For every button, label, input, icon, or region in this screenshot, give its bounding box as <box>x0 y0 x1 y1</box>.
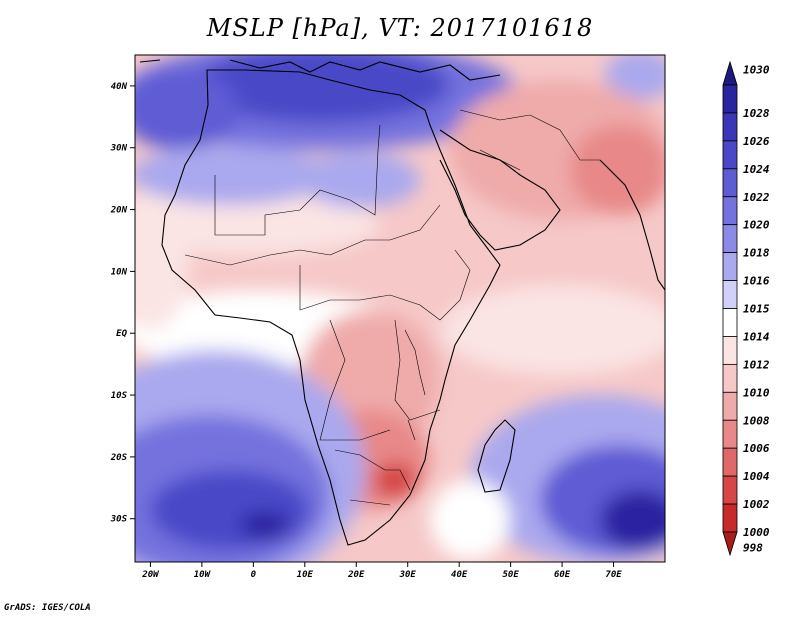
neutral-mozambique-channel <box>430 480 510 560</box>
lon-tick-label: 50E <box>502 570 519 580</box>
high-libya-fringe <box>300 152 420 208</box>
lat-tick-label: 10S <box>111 391 128 401</box>
india-coastline <box>599 159 665 291</box>
latitude-axis: 40N 30N 20N 10N EQ 10S 20S 30S <box>110 82 135 525</box>
colorbar-label: 1016 <box>743 275 770 288</box>
colorbar-label: 1030 <box>743 64 770 77</box>
madagascar-coastline <box>477 419 516 493</box>
colorbar-label: 1015 <box>743 303 770 316</box>
africa-coastline <box>161 69 501 546</box>
footer-credit: GrADS: IGES/COLA <box>4 603 91 613</box>
lat-tick-label: 30S <box>110 515 128 525</box>
high-atlantic-north <box>135 70 240 150</box>
colorbar-box <box>722 391 738 421</box>
high-central-asia <box>605 55 665 100</box>
border-great-lakes <box>404 329 426 441</box>
colorbar-label: 1008 <box>743 414 770 427</box>
colorbar-box <box>722 168 738 198</box>
colorbar-label: 1022 <box>743 191 770 204</box>
west-coast-band <box>135 190 190 330</box>
colorbar-label: 1014 <box>743 330 770 343</box>
border-south <box>334 449 411 506</box>
colorbar-box <box>722 336 738 365</box>
border-central <box>299 249 471 321</box>
colorbar-label: 1006 <box>743 442 770 455</box>
colorbar-box <box>722 475 738 505</box>
lat-tick-label: 20N <box>110 206 128 216</box>
pressure-field <box>135 55 665 562</box>
country-borders <box>184 109 600 506</box>
colorbar-box <box>722 280 738 309</box>
high-indian-core <box>600 490 665 550</box>
high-south-atlantic-core <box>150 470 310 550</box>
lat-tick-label: EQ <box>116 329 127 339</box>
colorbar-cap-bottom <box>722 531 738 557</box>
colorbar-box <box>722 140 738 170</box>
colorbar-label: 1024 <box>743 163 770 176</box>
colorbar-box <box>722 252 738 281</box>
colorbar-label: 1000 <box>743 526 770 539</box>
lat-tick-label: 10N <box>111 267 128 277</box>
lat-tick-label: 30N <box>110 144 128 154</box>
border-east <box>319 319 441 441</box>
europe-coastline <box>139 59 501 81</box>
colorbar-label: 1026 <box>743 135 770 148</box>
colorbar-box <box>722 419 738 449</box>
colorbar-cap-top <box>722 60 738 86</box>
map-frame <box>134 54 666 563</box>
low-india-west <box>570 125 665 215</box>
chart-title: MSLP [hPa], VT: 2017101618 <box>206 14 594 42</box>
colorbar-box <box>722 224 738 254</box>
lon-tick-label: 10W <box>194 570 212 580</box>
colorbar-label: 1010 <box>743 386 770 399</box>
colorbar-label: 1004 <box>743 470 770 483</box>
colorbar-label: 1012 <box>743 358 770 371</box>
colorbar-label: 998 <box>743 541 763 554</box>
sahel-band <box>135 195 380 255</box>
lon-tick-label: 30E <box>399 570 417 580</box>
lon-tick-label: 20E <box>347 570 365 580</box>
colorbar-box <box>722 503 738 533</box>
lon-tick-label: 0 <box>251 570 257 580</box>
colorbar-label: 1002 <box>743 498 770 511</box>
high-mediterranean <box>190 55 450 123</box>
high-south-atlantic-center <box>240 511 290 539</box>
colorbar-box <box>722 363 738 393</box>
high-sahara-fringe <box>135 145 330 205</box>
lon-tick-label: 20W <box>141 570 160 580</box>
neutral-band-indian-ocean <box>440 285 665 375</box>
colorbar: 1030 1028 1026 1024 1022 1020 1018 1016 1015 1014… <box>722 60 770 557</box>
lon-tick-label: 40E <box>451 570 468 580</box>
colorbar-box <box>722 196 738 226</box>
longitude-axis: 20W 10W 0 10E 20E 30E 40E 50E 60E 70E <box>141 562 622 580</box>
colorbar-box <box>722 447 738 477</box>
colorbar-label: 1020 <box>743 219 770 232</box>
lat-tick-label: 20S <box>110 453 128 463</box>
lon-tick-label: 60E <box>554 570 571 580</box>
colorbar-label: 1028 <box>743 107 770 120</box>
lat-tick-label: 40N <box>111 82 128 92</box>
colorbar-box <box>722 308 738 337</box>
colorbar-box <box>722 84 738 114</box>
border-sahel <box>184 204 441 266</box>
low-core-south <box>373 462 417 498</box>
colorbar-box <box>722 112 738 142</box>
colorbar-label: 1018 <box>743 247 770 260</box>
border-middle-east <box>459 109 600 171</box>
lon-tick-label: 10E <box>297 570 314 580</box>
lon-tick-label: 70E <box>605 570 622 580</box>
border-sahara-west <box>214 124 381 236</box>
